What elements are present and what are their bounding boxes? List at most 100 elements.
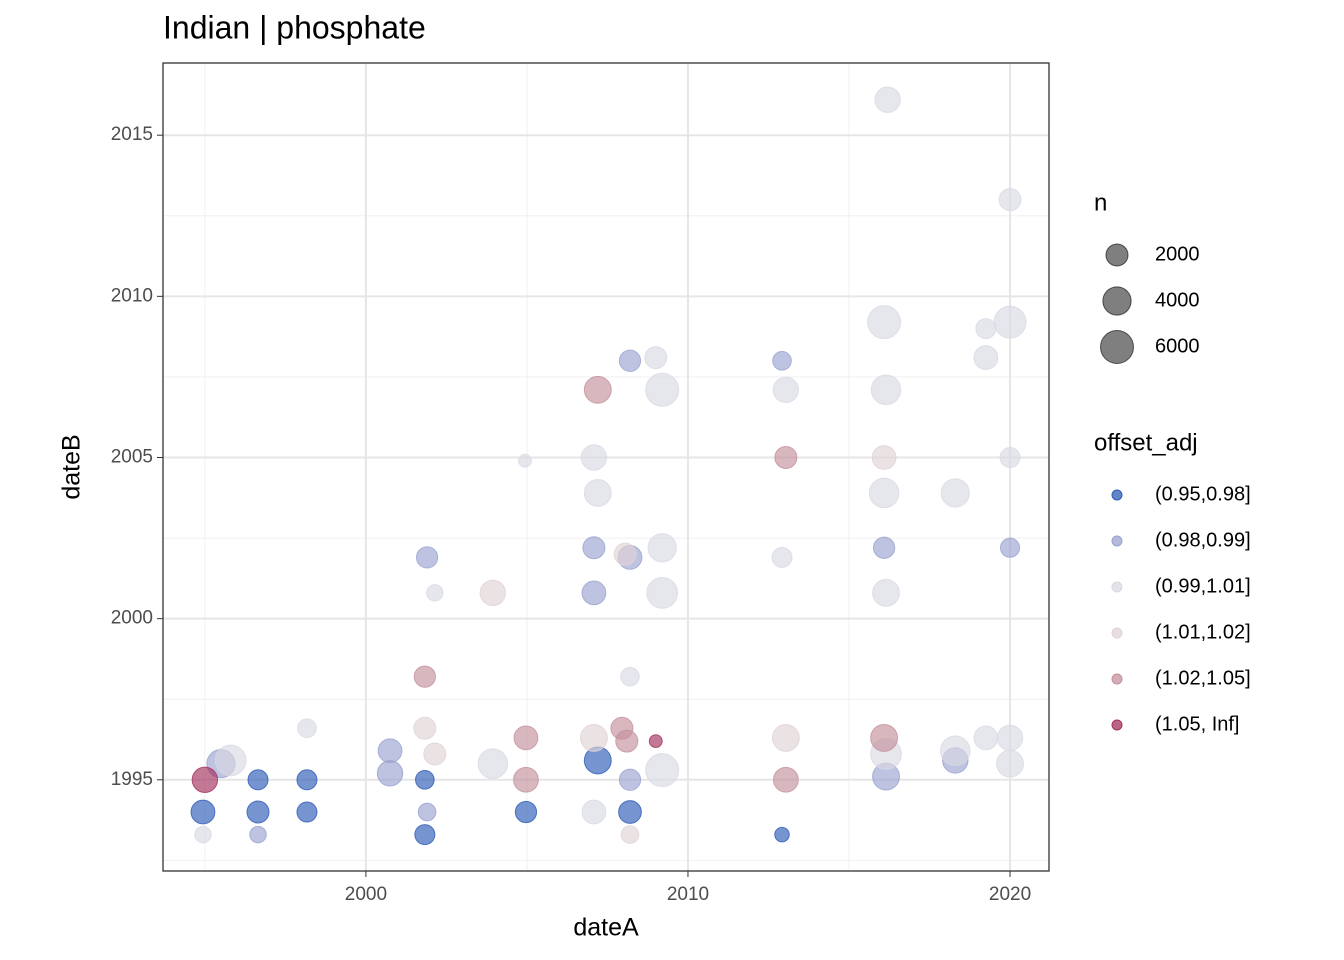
color-legend-key [1111, 535, 1123, 547]
point [249, 825, 267, 844]
point [973, 725, 999, 751]
point [870, 723, 899, 752]
point [513, 766, 539, 793]
point [426, 584, 444, 602]
point [620, 666, 640, 687]
point [646, 576, 679, 609]
x-tick-label: 2000 [345, 884, 387, 905]
point [417, 802, 437, 822]
point [615, 729, 639, 753]
x-tick-label: 2020 [989, 884, 1031, 905]
size-legend-label: 2000 [1155, 243, 1200, 265]
point [772, 766, 799, 793]
point [583, 479, 612, 507]
point [581, 580, 607, 606]
point [214, 744, 247, 777]
point [413, 716, 437, 740]
point [413, 665, 436, 688]
point [975, 318, 997, 340]
size-legend-key [1099, 329, 1135, 365]
point [414, 824, 436, 846]
point [582, 536, 606, 560]
point [644, 346, 668, 370]
point [772, 350, 792, 371]
legend-label: (0.98,0.99] [1155, 529, 1251, 551]
size-legend-key [1105, 243, 1129, 267]
point [580, 444, 608, 471]
point [771, 546, 793, 568]
point [479, 579, 506, 607]
y-tick-label: 2010 [111, 285, 153, 306]
legend-label: (1.01,1.02] [1155, 621, 1251, 643]
legend-label: (1.05, Inf] [1155, 713, 1240, 735]
x-axis-label: dateA [573, 914, 639, 942]
point [993, 305, 1027, 339]
point [645, 753, 680, 788]
color-legend-key [1111, 673, 1123, 685]
point [872, 578, 900, 607]
legend-label: (0.95,0.98] [1155, 483, 1251, 505]
point [376, 760, 404, 787]
color-legend-key [1111, 627, 1123, 639]
legend-label: (0.99,1.01] [1155, 575, 1251, 597]
point [296, 801, 318, 823]
point [999, 537, 1021, 558]
point [297, 718, 317, 739]
point [618, 768, 642, 791]
point [583, 375, 612, 404]
point [868, 477, 900, 509]
point [194, 825, 212, 844]
point [190, 799, 216, 825]
point [620, 825, 640, 844]
point [871, 445, 897, 470]
size-legend-label: 6000 [1155, 335, 1200, 357]
point [618, 349, 642, 372]
point [618, 800, 642, 824]
color-legend-key [1111, 489, 1123, 501]
y-tick-label: 2005 [111, 447, 153, 468]
point [870, 374, 902, 406]
point [973, 345, 999, 370]
point [999, 446, 1021, 468]
color-legend-title: offset_adj [1094, 429, 1198, 456]
point [579, 723, 608, 752]
y-tick-label: 1995 [111, 769, 153, 790]
chart-title: Indian | phosphate [163, 9, 426, 45]
point [296, 769, 318, 791]
legend-label: (1.02,1.05] [1155, 667, 1251, 689]
point [998, 188, 1022, 212]
panel-border [162, 62, 1050, 872]
point [423, 742, 447, 766]
color-legend-key [1111, 581, 1123, 593]
point [774, 826, 790, 843]
size-legend-label: 4000 [1155, 289, 1200, 311]
point [872, 536, 896, 559]
point [513, 725, 539, 751]
point [377, 738, 403, 764]
color-legend-key [1111, 719, 1123, 731]
point [774, 445, 798, 470]
point [867, 305, 902, 340]
point [940, 478, 970, 508]
y-axis-label: dateB [58, 434, 86, 499]
point [415, 769, 435, 790]
point [518, 453, 532, 468]
y-tick-label: 2000 [111, 608, 153, 629]
point [415, 546, 439, 569]
size-legend-title: n [1094, 189, 1107, 216]
point [772, 376, 800, 404]
y-tick-label: 2015 [111, 124, 153, 145]
x-tick-label: 2010 [667, 884, 709, 905]
point [648, 734, 663, 749]
point [191, 766, 219, 793]
point [514, 800, 538, 824]
point [874, 86, 901, 113]
size-legend-key [1102, 286, 1132, 316]
point [996, 749, 1024, 778]
point [996, 724, 1024, 752]
point [771, 723, 800, 752]
point [477, 748, 509, 779]
point [247, 769, 269, 791]
point [647, 533, 677, 563]
